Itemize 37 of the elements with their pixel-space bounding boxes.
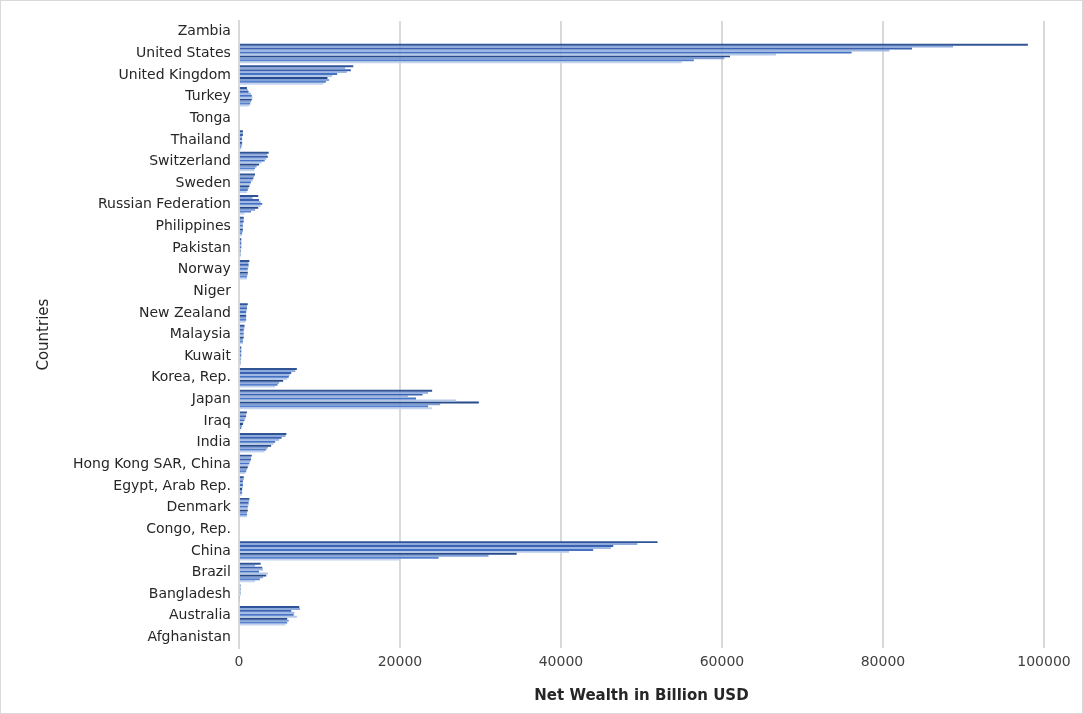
x-tick-label: 60000 [699, 653, 745, 670]
x-tick-label: 40000 [538, 653, 584, 670]
y-tick-label: Zambia [177, 22, 231, 39]
y-tick-label: Bangladesh [148, 584, 231, 601]
y-axis-title: Countries [33, 298, 52, 371]
y-tick-label: Tonga [188, 108, 231, 125]
y-tick-label: Sweden [175, 173, 231, 190]
x-tick-label: 80000 [860, 653, 906, 670]
y-tick-label: Iraq [203, 411, 231, 428]
y-tick-label: Hong Kong SAR, China [73, 455, 231, 472]
y-tick-label: China [190, 541, 231, 558]
y-tick-label: Norway [177, 260, 231, 277]
y-tick-label: Turkey [184, 87, 231, 104]
y-tick-label: Niger [193, 281, 232, 298]
x-axis-title: Net Wealth in Billion USD [534, 685, 749, 704]
y-tick-label: Korea, Rep. [151, 368, 231, 385]
y-tick-label: India [196, 433, 231, 450]
y-tick-label: New Zealand [138, 303, 231, 320]
y-tick-label: United Kingdom [118, 65, 231, 82]
y-tick-label: Afghanistan [147, 628, 231, 645]
y-tick-label: Denmark [166, 498, 232, 515]
y-tick-label: United States [136, 44, 231, 61]
y-tick-label: Japan [190, 390, 231, 407]
y-tick-label: Egypt, Arab Rep. [113, 476, 231, 493]
x-tick-label: 0 [234, 653, 244, 670]
y-tick-label: Russian Federation [98, 195, 231, 212]
y-tick-label: Switzerland [149, 152, 231, 169]
y-tick-label: Australia [168, 606, 231, 623]
y-tick-label: Philippines [155, 217, 231, 234]
y-tick-label: Thailand [169, 130, 231, 147]
y-tick-label: Kuwait [184, 346, 232, 363]
x-tick-label: 100000 [1017, 653, 1071, 670]
y-tick-label: Malaysia [169, 325, 231, 342]
x-tick-label: 20000 [377, 653, 423, 670]
y-tick-label: Pakistan [172, 238, 231, 255]
y-tick-label: Brazil [191, 563, 231, 580]
y-tick-label: Congo, Rep. [146, 519, 231, 536]
